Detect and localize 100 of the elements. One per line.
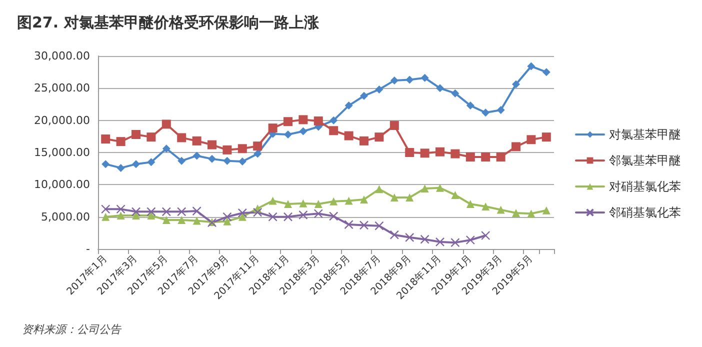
point [390, 194, 398, 202]
point [481, 152, 490, 162]
point [496, 152, 506, 162]
point [238, 208, 247, 218]
point [298, 115, 308, 124]
point [254, 150, 262, 158]
point [208, 154, 216, 163]
point [314, 116, 323, 126]
point [238, 158, 246, 166]
point [512, 142, 520, 152]
point [329, 126, 338, 136]
point [147, 212, 156, 220]
point [436, 184, 444, 192]
point [496, 106, 505, 114]
point [360, 195, 368, 204]
point [132, 212, 140, 220]
point [482, 202, 490, 211]
point [238, 212, 246, 221]
point [450, 149, 460, 158]
point [177, 133, 186, 142]
point [481, 230, 490, 240]
point [102, 212, 110, 221]
point [420, 148, 430, 158]
point [496, 206, 505, 214]
point [162, 144, 170, 153]
point [542, 132, 551, 142]
point [360, 136, 368, 146]
y-tick-label: 20,000.00 [34, 114, 90, 127]
point [512, 80, 520, 88]
point [222, 212, 232, 222]
point [542, 206, 550, 214]
point [359, 220, 369, 230]
point [330, 116, 338, 124]
point [390, 76, 398, 84]
text: 资料来源：公司公告 [22, 323, 122, 336]
point [420, 184, 429, 193]
point [147, 158, 156, 166]
point [405, 148, 414, 157]
y-tick-label: 10,000.00 [34, 178, 90, 192]
point [526, 135, 536, 144]
point [178, 216, 186, 224]
point [178, 156, 186, 165]
point [299, 199, 308, 208]
point [208, 140, 216, 150]
legend-label: 对氯基苯甲醚 [609, 128, 681, 142]
point [375, 185, 384, 194]
point [436, 147, 444, 156]
point [435, 237, 445, 247]
point [283, 212, 293, 222]
point [405, 232, 414, 242]
point [268, 212, 278, 222]
point [542, 68, 550, 76]
point [222, 145, 232, 154]
point [162, 207, 171, 216]
y-tick-label: 30,000.00 [34, 50, 90, 62]
point [284, 117, 292, 126]
point [284, 130, 292, 138]
point [344, 196, 353, 205]
point [132, 130, 140, 139]
point [512, 208, 520, 217]
point [146, 207, 156, 216]
point [101, 134, 110, 144]
point [451, 190, 460, 199]
legend-label: 邻氯基苯甲醚 [609, 154, 681, 168]
point [390, 120, 399, 130]
point [268, 196, 277, 205]
point [299, 127, 308, 136]
point [466, 235, 475, 245]
point [466, 200, 474, 208]
point [146, 132, 156, 142]
point [450, 238, 460, 248]
point [223, 156, 232, 165]
point [192, 152, 201, 160]
point [344, 102, 353, 110]
point [374, 221, 384, 230]
point [101, 204, 110, 214]
y-tick-label: 15,000.00 [34, 146, 90, 159]
point [298, 210, 308, 220]
point [131, 207, 141, 216]
legend-label: 对硝基氯化苯 [609, 180, 681, 194]
point [390, 230, 399, 240]
point [268, 124, 278, 133]
chart-title: 图27. 对氯基苯甲醚价格受环保影响一路上涨 [17, 14, 320, 32]
point [314, 209, 323, 218]
point [192, 206, 202, 216]
y-tick-label: 5,000.00 [41, 210, 90, 224]
point [238, 144, 247, 154]
point [162, 120, 171, 129]
point [344, 220, 354, 230]
point [330, 197, 338, 206]
point [284, 200, 292, 208]
point [436, 84, 444, 92]
point [177, 207, 186, 216]
legend-label: 邻硝基氯化苯 [609, 206, 681, 220]
point [192, 136, 202, 146]
point [482, 108, 490, 117]
point [223, 217, 232, 226]
point [116, 212, 125, 220]
point [360, 92, 368, 100]
point [102, 160, 110, 168]
